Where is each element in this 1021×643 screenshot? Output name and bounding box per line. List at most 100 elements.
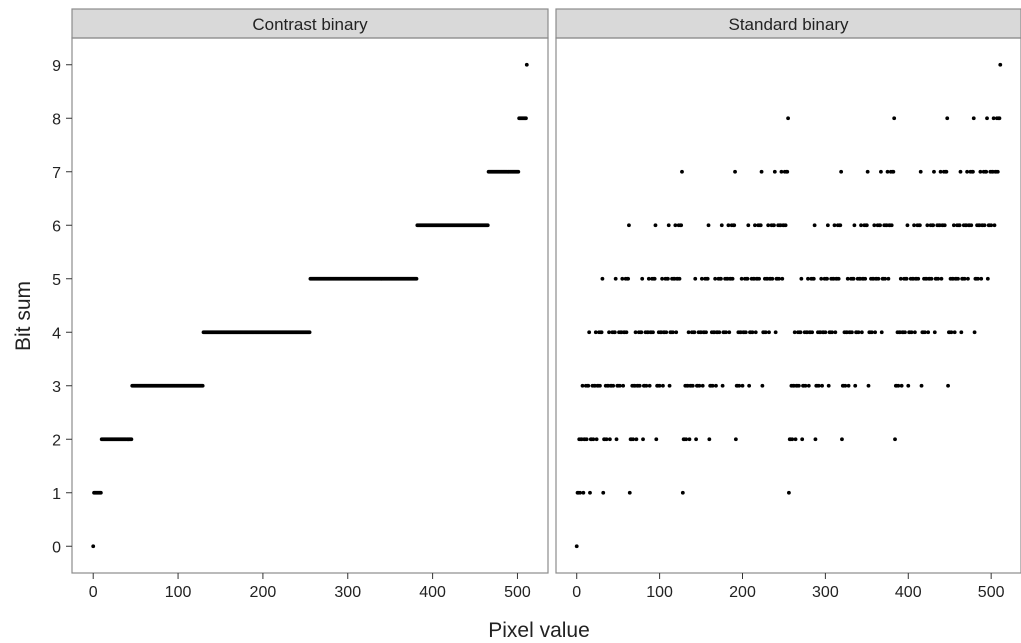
data-point [997,116,1002,121]
data-point [670,330,675,335]
data-point [657,383,662,388]
data-point [714,383,718,388]
data-point [690,383,695,388]
data-point [957,223,962,228]
data-point [939,276,944,281]
data-point [627,223,631,228]
data-point [666,276,670,281]
data-point [627,490,632,495]
data-point [639,330,644,335]
data-point [969,223,974,228]
data-point [724,330,728,335]
data-point [307,330,312,335]
data-point [898,276,903,281]
data-point [664,330,669,335]
data-point [905,223,910,228]
data-point [730,276,735,281]
data-point [959,330,964,335]
data-point [626,276,631,281]
data-point [524,116,528,121]
data-point [916,276,921,281]
data-point [816,383,821,388]
x-axis-2: 0 100 200 300 400 500 [572,573,1005,601]
data-point [578,490,582,495]
data-point [745,276,750,281]
data-point [674,330,679,335]
data-point [98,490,103,495]
data-point [634,437,639,442]
data-point [719,276,723,281]
data-point [866,383,871,388]
data-point [91,544,96,549]
data-point [673,223,678,228]
data-point [976,276,980,281]
x-tick-label: 100 [165,584,192,601]
data-points [91,62,529,549]
data-point [852,223,857,228]
data-point [949,330,954,335]
panel-1: Contrast binary [71,8,549,574]
data-point [779,169,784,174]
data-point [978,169,983,174]
data-point [825,223,830,228]
data-point [925,223,930,228]
panel-title: Standard binary [728,15,849,34]
data-point [679,223,684,228]
data-point [838,223,843,228]
data-point [766,223,771,228]
data-point [904,276,909,281]
x-tick-label: 300 [812,584,839,601]
data-point [644,383,649,388]
panel-plot-area [71,37,549,574]
data-point [879,330,884,335]
data-point [823,330,828,335]
data-point [699,276,704,281]
data-point [864,223,869,228]
data-point [777,276,781,281]
data-point [637,383,642,388]
data-point [903,330,907,335]
data-point [760,383,765,388]
data-point [516,169,521,174]
data-point [909,330,914,335]
data-point [836,276,841,281]
x-tick-label: 0 [572,584,581,601]
data-point [614,437,619,442]
data-point [936,276,941,281]
data-point [706,223,711,228]
data-point [938,169,943,174]
x-tick-label: 0 [89,584,98,601]
data-point [594,437,599,442]
x-tick-label: 400 [895,584,922,601]
data-point [885,169,890,174]
data-point [813,437,818,442]
data-point [944,169,949,174]
panel-title: Contrast binary [252,15,368,34]
data-point [581,490,586,495]
data-point [747,383,752,388]
data-point [640,276,645,281]
y-tick-label: 2 [52,432,61,449]
data-point [982,223,987,228]
data-point [932,169,936,174]
data-point [599,330,604,335]
data-point [485,223,490,228]
data-point [851,276,856,281]
data-point [952,330,957,335]
data-point [883,276,887,281]
data-point [740,383,745,388]
data-point [893,437,897,442]
data-point [651,330,655,335]
data-point [800,437,805,442]
data-point [803,383,808,388]
data-point [806,383,811,388]
data-point [853,383,858,388]
data-point [705,276,710,281]
data-point [588,490,592,495]
data-point [641,437,645,442]
data-point [812,223,817,228]
panels-layer: Contrast binary Standard binary [71,8,1021,574]
data-point [998,62,1003,67]
data-point [773,330,778,335]
